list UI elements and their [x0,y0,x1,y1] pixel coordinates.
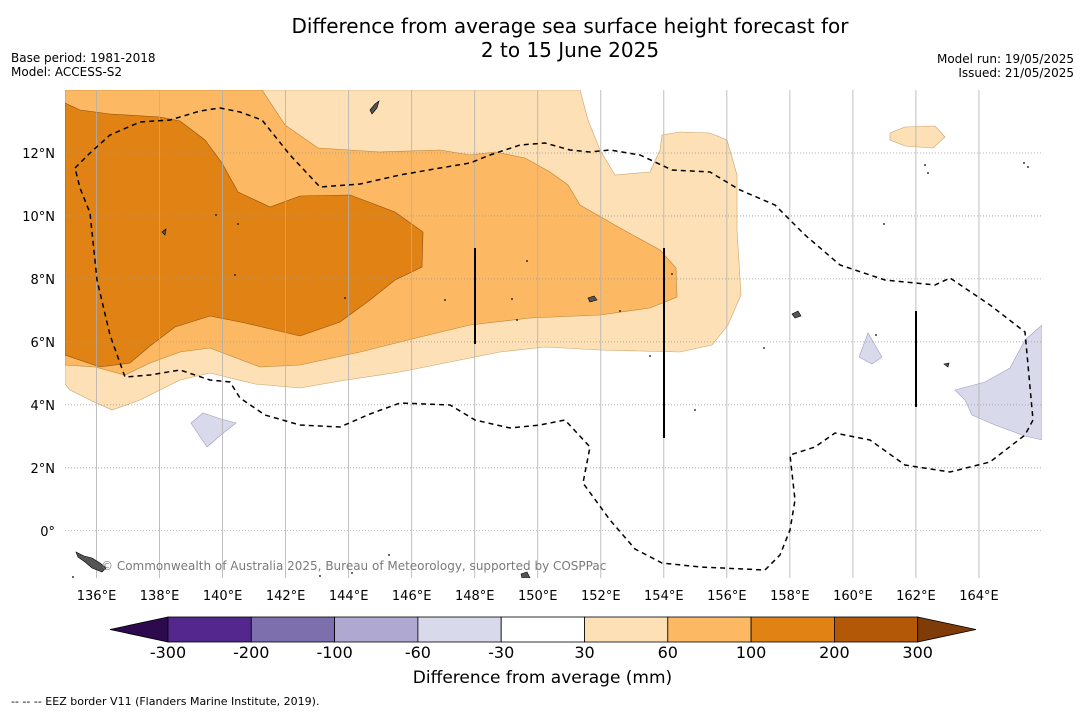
colorbar-swatch [667,616,752,643]
title-line-2: 2 to 15 June 2025 [480,38,660,62]
colorbar-swatch [500,616,585,643]
island-guam [369,100,380,115]
latitude-label: 10°N [22,210,55,225]
longitude-label: 160°E [833,589,873,604]
colorbar-tick-label: 200 [819,643,850,662]
colorbar-title: Difference from average (mm) [412,668,673,688]
colorbar: -300 -200 -100 -60 -30 30 60 100 200 300 [109,616,977,662]
colorbar-tick-label: -30 [488,643,514,662]
eez-footnote: -- -- -- EEZ border V11 (Flanders Marine… [11,695,320,708]
latitude-label: 12°N [22,147,55,162]
island-yap [161,228,167,236]
model-label: Model: ACCESS-S2 [11,65,123,79]
colorbar-swatch [750,616,835,643]
island-new-guinea-north [75,551,107,573]
map-plot-area [65,90,1042,578]
issued-label: Issued: 21/05/2025 [958,66,1074,80]
longitude-label: 144°E [329,589,369,604]
latitude-label: 0° [40,525,55,540]
latitude-label: 2°N [31,462,56,477]
contour-neg-30-60mm-west [190,412,237,448]
contour-neg-30-60mm-mid [858,332,883,365]
colorbar-swatch [417,616,502,643]
colorbar-extend-high [917,616,977,643]
colorbar-extend-low [109,616,169,643]
longitude-label: 156°E [707,589,747,604]
islands [75,100,950,578]
longitude-label: 164°E [959,589,999,604]
island-kosrae [943,362,950,368]
contour-neg-30-60mm-east [954,324,1042,441]
colorbar-tick-label: 30 [574,643,594,662]
tiny-atolls [72,162,1029,578]
contour-30-60mm-ne [889,125,946,149]
longitude-label: 142°E [266,589,306,604]
colorbar-tick-label: -300 [150,643,186,662]
base-period-label: Base period: 1981-2018 [11,51,156,65]
longitude-label: 150°E [518,589,558,604]
map-credit: © Commonwealth of Australia 2025, Bureau… [101,559,606,573]
latitude-label: 6°N [31,336,56,351]
latitude-label: 8°N [31,273,56,288]
colorbar-tick-label: -60 [405,643,431,662]
longitude-label: 148°E [455,589,495,604]
model-run-label: Model run: 19/05/2025 [936,52,1074,66]
longitude-label: 140°E [203,589,243,604]
metadata-left: Base period: 1981-2018 Model: ACCESS-S2 [11,51,156,79]
colorbar-tick-label: 60 [658,643,678,662]
contour-100-200mm [65,102,424,368]
map-title: Difference from average sea surface heig… [0,14,1085,62]
island-chuuk [587,295,598,303]
latitude-labels: 12°N 10°N 8°N 6°N 4°N 2°N 0° [22,147,55,540]
longitude-label: 154°E [644,589,684,604]
longitude-label: 136°E [77,589,117,604]
longitude-label: 146°E [392,589,432,604]
colorbar-swatch [250,616,336,643]
title-line-1: Difference from average sea surface heig… [291,14,849,38]
eez-border [74,107,1034,571]
colorbar-swatch [834,616,919,643]
colorbar-tick-label: 300 [902,643,933,662]
colorbar-tick-label: 100 [736,643,767,662]
latitude-label: 4°N [31,399,56,414]
longitude-label: 158°E [770,589,810,604]
longitude-label: 152°E [581,589,621,604]
colorbar-swatch [167,616,252,643]
colorbar-tick-label: -200 [233,643,269,662]
longitude-label: 162°E [896,589,936,604]
colorbar-swatch [334,616,419,643]
island-pohnpei [791,310,802,319]
colorbar-swatch [584,616,669,643]
longitude-labels: 136°E 138°E 140°E 142°E 144°E 146°E 148°E 150°E… [77,589,999,604]
colorbar-tick-label: -100 [316,643,352,662]
metadata-right: Model run: 19/05/2025 Issued: 21/05/2025 [937,52,1074,80]
island-manus [520,571,531,578]
longitude-label: 138°E [140,589,180,604]
